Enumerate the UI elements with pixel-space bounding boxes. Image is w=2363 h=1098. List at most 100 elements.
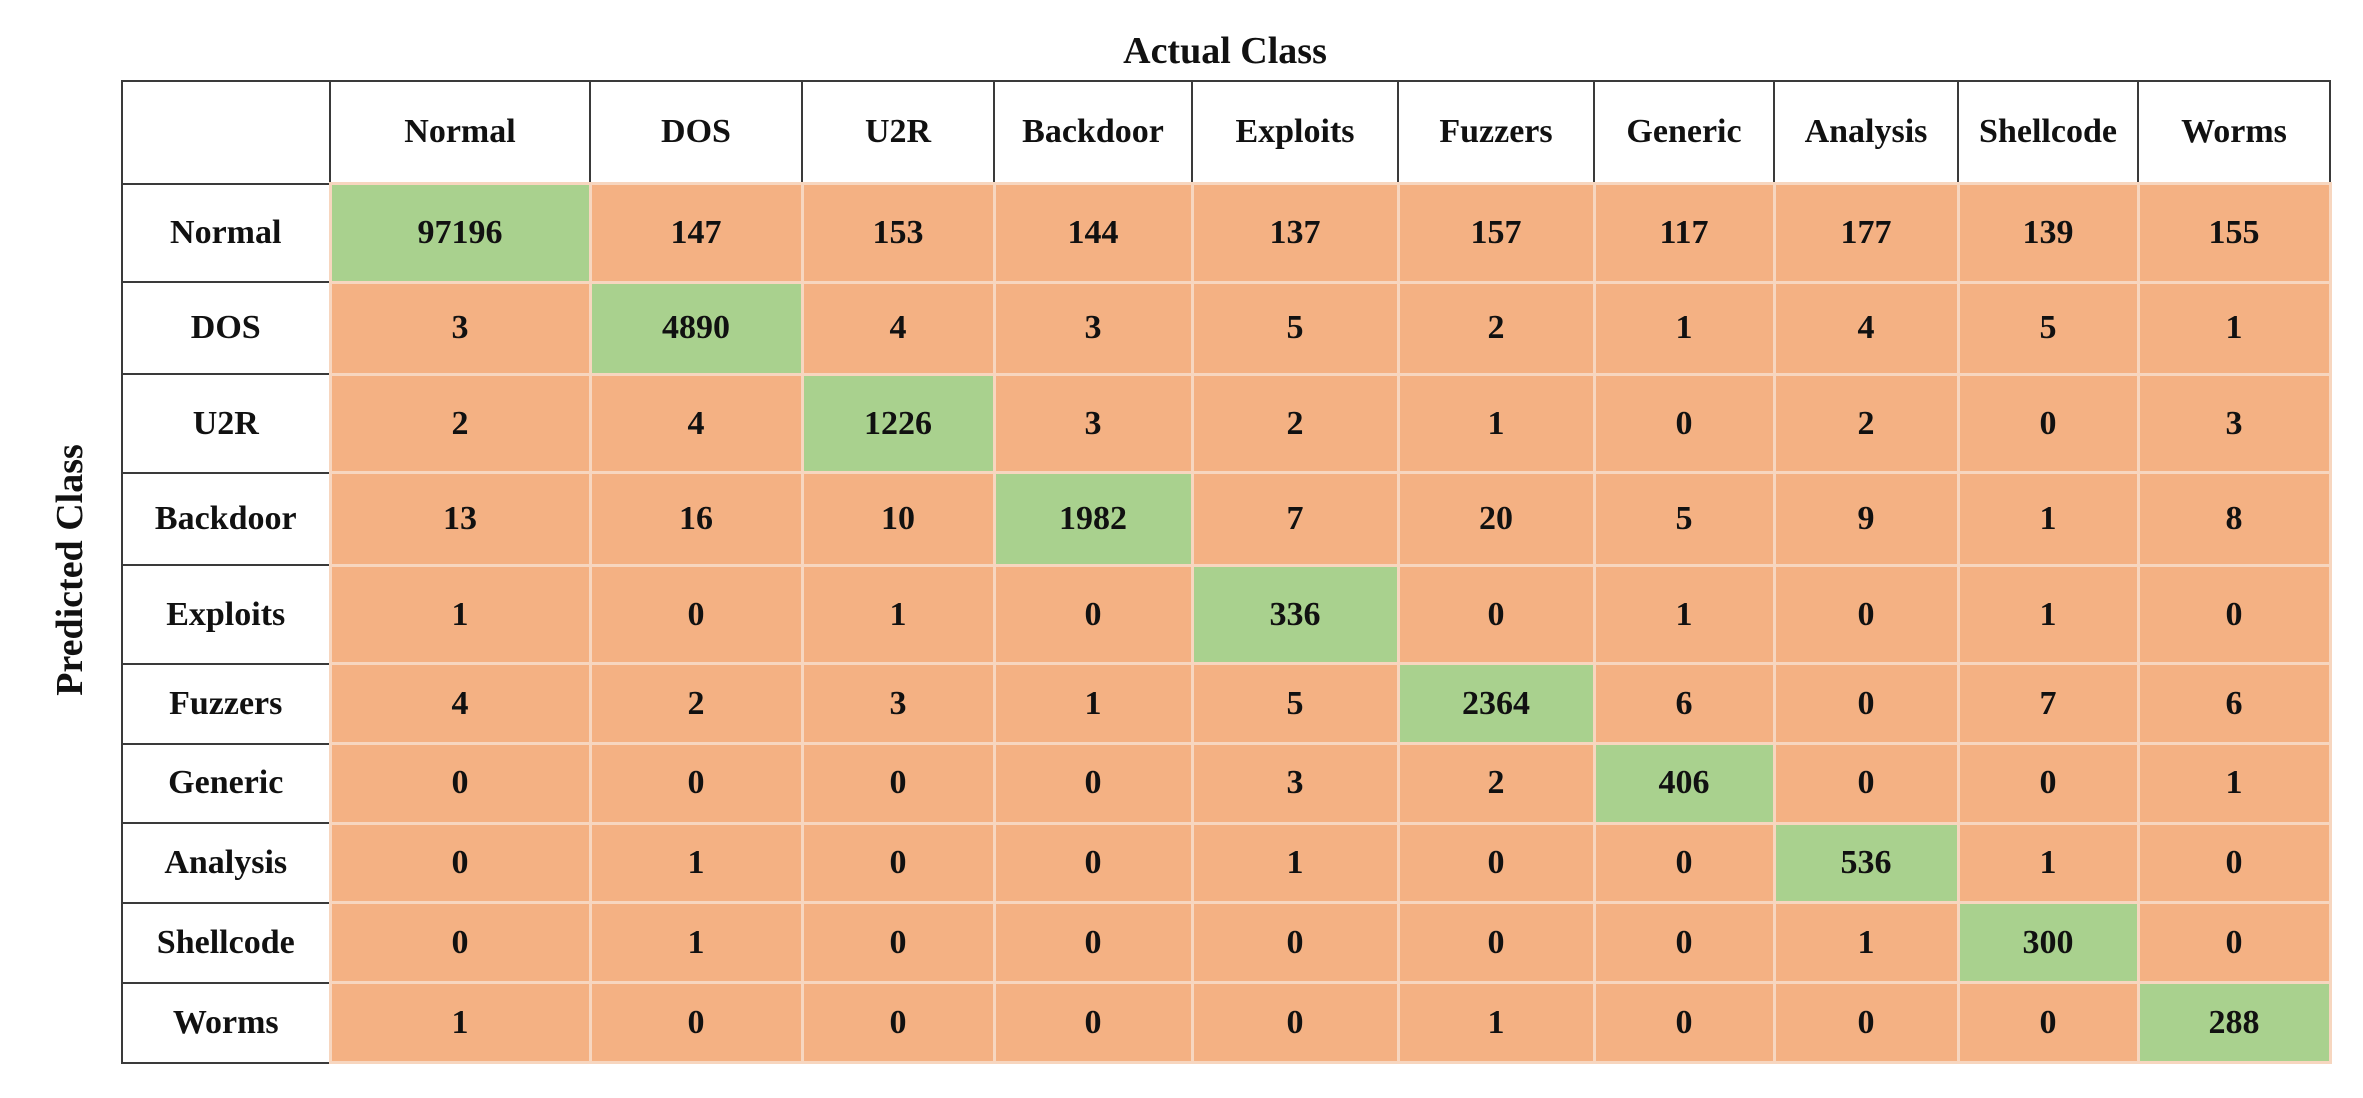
matrix-cell: 0: [588, 981, 804, 1064]
row-header: Worms: [121, 981, 331, 1064]
matrix-cell: 0: [1956, 372, 2140, 475]
matrix-cell: 0: [328, 901, 592, 985]
diagonal-cell: 1226: [800, 372, 996, 475]
matrix-cell: 1: [328, 563, 592, 666]
diagonal-cell: 2364: [1396, 662, 1596, 746]
column-header: Shellcode: [1957, 80, 2139, 185]
matrix-cell: 7: [1190, 471, 1400, 567]
matrix-cell: 1: [588, 901, 804, 985]
matrix-cell: 137: [1190, 182, 1400, 284]
corner-cell: [121, 80, 331, 185]
matrix-cell: 0: [992, 901, 1194, 985]
matrix-row: Fuzzers 4 2 3 1 5 2364 6 0 7 6: [121, 662, 2332, 746]
matrix-cell: 0: [1592, 901, 1776, 985]
matrix-cell: 117: [1592, 182, 1776, 284]
matrix-cell: 4: [800, 280, 996, 376]
matrix-cell: 4: [328, 662, 592, 746]
matrix-body: Normal 97196 147 153 144 137 157 117 177 139 155 DO…: [121, 182, 2332, 1064]
column-header: DOS: [589, 80, 803, 185]
matrix-cell: 5: [1956, 280, 2140, 376]
diagonal-cell: 1982: [992, 471, 1194, 567]
matrix-row: Normal 97196 147 153 144 137 157 117 177 139 155: [121, 182, 2332, 284]
matrix-cell: 0: [800, 742, 996, 825]
chart-title: Actual Class: [1123, 30, 1327, 72]
matrix-cell: 144: [992, 182, 1194, 284]
row-header: Analysis: [121, 822, 331, 904]
matrix-cell: 3: [1190, 742, 1400, 825]
column-header: Fuzzers: [1397, 80, 1595, 185]
diagonal-cell: 336: [1190, 563, 1400, 666]
matrix-cell: 0: [1190, 901, 1400, 985]
matrix-cell: 0: [1772, 563, 1960, 666]
matrix-cell: 0: [1592, 372, 1776, 475]
matrix-cell: 0: [1190, 981, 1400, 1064]
column-header: Exploits: [1191, 80, 1399, 185]
matrix-cell: 1: [328, 981, 592, 1064]
matrix-cell: 1: [800, 563, 996, 666]
matrix-cell: 1: [2136, 280, 2332, 376]
matrix-cell: 0: [992, 742, 1194, 825]
matrix-cell: 0: [2136, 563, 2332, 666]
matrix-row: U2R 2 4 1226 3 2 1 0 2 0 3: [121, 372, 2332, 475]
matrix-row: Shellcode 0 1 0 0 0 0 0 1 300 0: [121, 901, 2332, 985]
matrix-row: DOS 3 4890 4 3 5 2 1 4 5 1: [121, 280, 2332, 376]
matrix-cell: 0: [1772, 662, 1960, 746]
matrix-cell: 9: [1772, 471, 1960, 567]
matrix-cell: 4: [588, 372, 804, 475]
diagonal-cell: 536: [1772, 821, 1960, 905]
diagonal-cell: 288: [2136, 981, 2332, 1064]
matrix-cell: 1: [1592, 563, 1776, 666]
matrix-row: Backdoor 13 16 10 1982 7 20 5 9 1 8: [121, 471, 2332, 567]
matrix-cell: 16: [588, 471, 804, 567]
matrix-cell: 0: [800, 901, 996, 985]
matrix-cell: 1: [588, 821, 804, 905]
matrix-cell: 4: [1772, 280, 1960, 376]
matrix-cell: 2: [1396, 280, 1596, 376]
matrix-cell: 3: [992, 372, 1194, 475]
matrix-cell: 5: [1190, 280, 1400, 376]
matrix-cell: 0: [1396, 821, 1596, 905]
column-header-row: Normal DOS U2R Backdoor Exploits Fuzzers Gener…: [121, 80, 2331, 185]
matrix-cell: 0: [1956, 742, 2140, 825]
matrix-cell: 139: [1956, 182, 2140, 284]
row-header: Exploits: [121, 564, 331, 665]
row-header: Generic: [121, 742, 331, 825]
matrix-cell: 1: [1396, 981, 1596, 1064]
row-header: Normal: [121, 182, 331, 284]
diagonal-cell: 406: [1592, 742, 1776, 825]
matrix-cell: 0: [992, 981, 1194, 1064]
matrix-row: Analysis 0 1 0 0 1 0 0 536 1 0: [121, 821, 2332, 905]
row-header: Backdoor: [121, 471, 331, 567]
matrix-row: Generic 0 0 0 0 3 2 406 0 0 1: [121, 742, 2332, 825]
matrix-cell: 0: [1396, 563, 1596, 666]
matrix-cell: 20: [1396, 471, 1596, 567]
matrix-cell: 0: [992, 563, 1194, 666]
matrix-cell: 6: [1592, 662, 1776, 746]
matrix-cell: 0: [1772, 981, 1960, 1064]
matrix-cell: 13: [328, 471, 592, 567]
column-header: Analysis: [1773, 80, 1959, 185]
y-axis-label-container: Predicted Class: [40, 80, 100, 1060]
matrix-cell: 1: [992, 662, 1194, 746]
column-header: Generic: [1593, 80, 1775, 185]
row-header: U2R: [121, 373, 331, 474]
matrix-cell: 0: [588, 563, 804, 666]
confusion-matrix-table: Normal DOS U2R Backdoor Exploits Fuzzers Gener…: [121, 80, 2332, 1064]
matrix-cell: 0: [588, 742, 804, 825]
matrix-cell: 2: [1396, 742, 1596, 825]
matrix-cell: 0: [328, 742, 592, 825]
y-axis-label: Predicted Class: [49, 444, 91, 696]
matrix-cell: 1: [1956, 563, 2140, 666]
matrix-cell: 0: [1956, 981, 2140, 1064]
matrix-cell: 3: [992, 280, 1194, 376]
matrix-cell: 0: [800, 981, 996, 1064]
matrix-cell: 1: [1956, 821, 2140, 905]
matrix-cell: 147: [588, 182, 804, 284]
column-header: Worms: [2137, 80, 2331, 185]
matrix-cell: 153: [800, 182, 996, 284]
matrix-cell: 0: [328, 821, 592, 905]
matrix-cell: 1: [1190, 821, 1400, 905]
matrix-cell: 3: [2136, 372, 2332, 475]
matrix-cell: 1: [1592, 280, 1776, 376]
matrix-cell: 2: [1190, 372, 1400, 475]
